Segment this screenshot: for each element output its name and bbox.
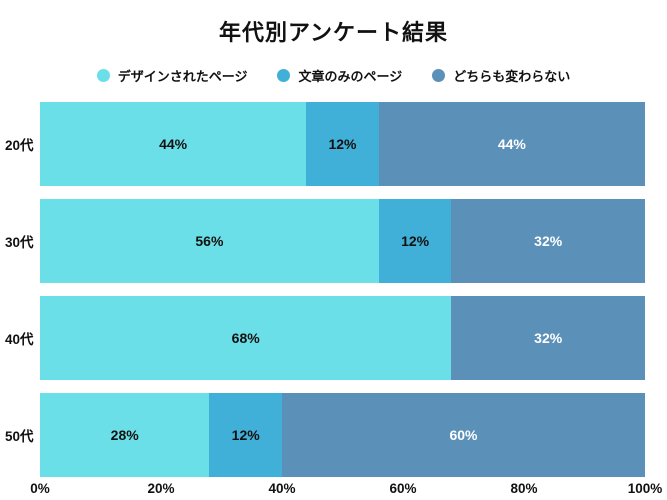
x-axis-tick-label: 80% bbox=[510, 481, 538, 496]
chart-row: 20代 44% 12% 44% bbox=[5, 102, 645, 186]
x-axis-tick-label: 20% bbox=[147, 481, 175, 496]
bar-segment: 28% bbox=[40, 393, 210, 477]
x-axis-tick-label: 0% bbox=[30, 481, 50, 496]
legend: デザインされたページ 文章のみのページ どちらも変わらない bbox=[0, 66, 667, 85]
x-axis-tick-label: 100% bbox=[627, 481, 663, 496]
bar-segment: 44% bbox=[40, 102, 307, 186]
legend-dot-icon bbox=[277, 69, 291, 82]
category-label: 50代 bbox=[5, 429, 34, 444]
category-label: 20代 bbox=[5, 138, 34, 153]
legend-item: 文章のみのページ bbox=[277, 66, 402, 85]
category-label: 30代 bbox=[5, 235, 34, 250]
x-axis-tick-label: 40% bbox=[268, 481, 296, 496]
bar-segment: 60% bbox=[281, 393, 645, 477]
bar-segment: 12% bbox=[209, 393, 282, 477]
bar-segment: 56% bbox=[40, 199, 379, 283]
legend-label: 文章のみのページ bbox=[298, 69, 403, 84]
stacked-bar: 28% 12% 60% bbox=[40, 393, 645, 477]
legend-label: どちらも変わらない bbox=[453, 69, 571, 84]
chart-title: 年代別アンケート結果 bbox=[218, 20, 449, 45]
legend-dot-icon bbox=[96, 69, 110, 82]
bar-segment: 12% bbox=[378, 199, 452, 283]
bar-segment: 32% bbox=[451, 296, 645, 380]
bar-segment: 68% bbox=[40, 296, 452, 380]
category-label: 40代 bbox=[5, 332, 34, 347]
chart-row: 50代 28% 12% 60% bbox=[5, 393, 645, 477]
bar-segment: 32% bbox=[451, 199, 645, 283]
bar-segment: 44% bbox=[378, 102, 645, 186]
x-axis-tick-label: 60% bbox=[389, 481, 417, 496]
legend-item: どちらも変わらない bbox=[432, 66, 570, 85]
chart-row: 30代 56% 12% 32% bbox=[5, 199, 645, 283]
legend-label: デザインされたページ bbox=[117, 69, 248, 84]
stacked-bar: 44% 12% 44% bbox=[40, 102, 645, 186]
x-axis: 0% 20% 40% 60% 80% 100% bbox=[30, 481, 662, 499]
stacked-bar: 56% 12% 32% bbox=[40, 199, 645, 283]
legend-dot-icon bbox=[432, 69, 446, 82]
chart-row: 40代 68% 32% bbox=[5, 296, 645, 380]
legend-item: デザインされたページ bbox=[96, 66, 248, 85]
bar-segment: 12% bbox=[306, 102, 379, 186]
stacked-bar-chart: 20代 44% 12% 44% 30代 56% 12% 32% 40代 68% 32% 50代 28% 1… bbox=[0, 102, 667, 477]
stacked-bar: 68% 32% bbox=[40, 296, 645, 380]
